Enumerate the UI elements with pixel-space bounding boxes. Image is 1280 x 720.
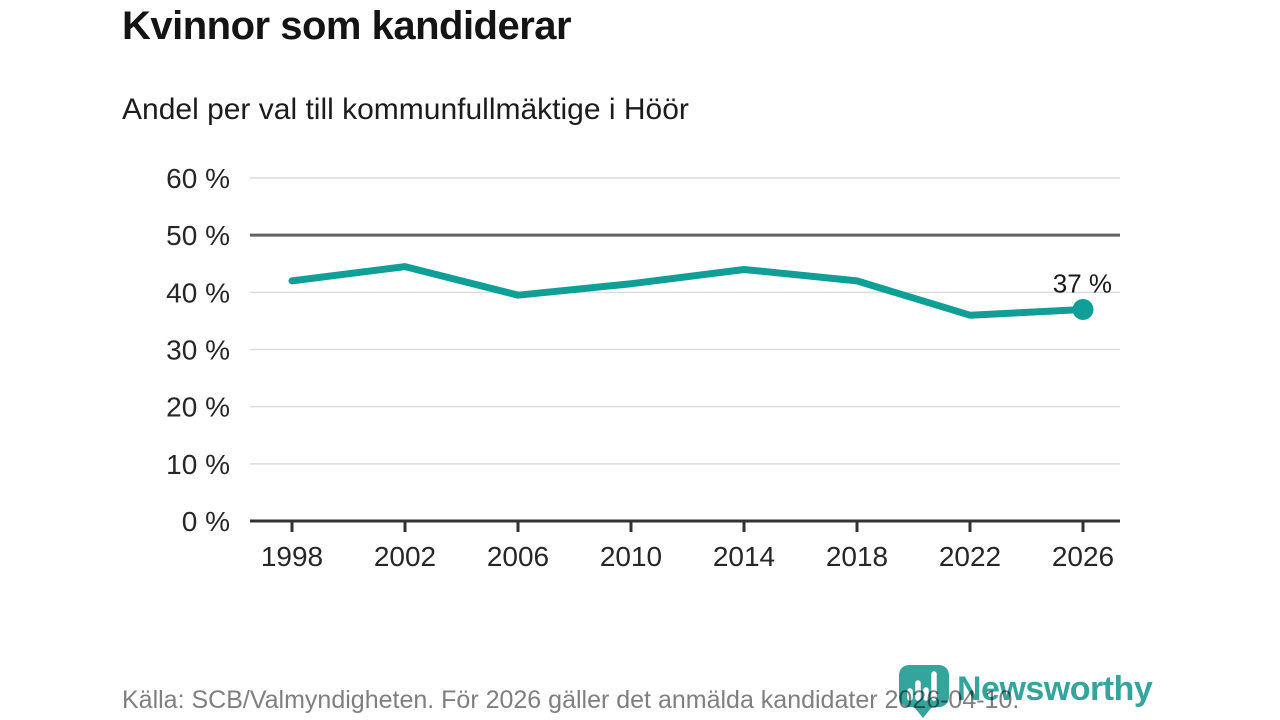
y-tick-label: 50 % xyxy=(166,220,230,251)
x-tick-label: 2026 xyxy=(1052,541,1114,572)
y-tick-label: 0 % xyxy=(182,506,230,537)
newsworthy-bar-chart-bubble-icon xyxy=(899,665,949,718)
source-note: Källa: SCB/Valmyndigheten. För 2026 gäll… xyxy=(122,686,1020,714)
x-tick-label: 2022 xyxy=(939,541,1001,572)
data-line xyxy=(288,263,1087,319)
y-tick-label: 60 % xyxy=(166,163,230,194)
x-tick-label: 2010 xyxy=(600,541,662,572)
x-tick-label: 2002 xyxy=(374,541,436,572)
end-data-point xyxy=(1072,298,1094,320)
y-tick-label: 40 % xyxy=(166,277,230,308)
x-tick-label: 2006 xyxy=(487,541,549,572)
x-tick-label: 1998 xyxy=(261,541,323,572)
y-tick-label: 10 % xyxy=(166,449,230,480)
x-tick-label: 2018 xyxy=(826,541,888,572)
y-tick-label: 20 % xyxy=(166,392,230,423)
page-title: Kvinnor som kandiderar xyxy=(122,4,572,48)
y-tick-label: 30 % xyxy=(166,335,230,366)
newsworthy-wordmark: Newsworthy xyxy=(957,670,1153,708)
newsworthy-logo: Newsworthy xyxy=(897,664,1153,718)
end-point-value-label: 37 % xyxy=(1053,268,1112,298)
x-tick-label: 2014 xyxy=(713,541,775,572)
chart-subtitle: Andel per val till kommunfullmäktige i H… xyxy=(122,93,689,126)
